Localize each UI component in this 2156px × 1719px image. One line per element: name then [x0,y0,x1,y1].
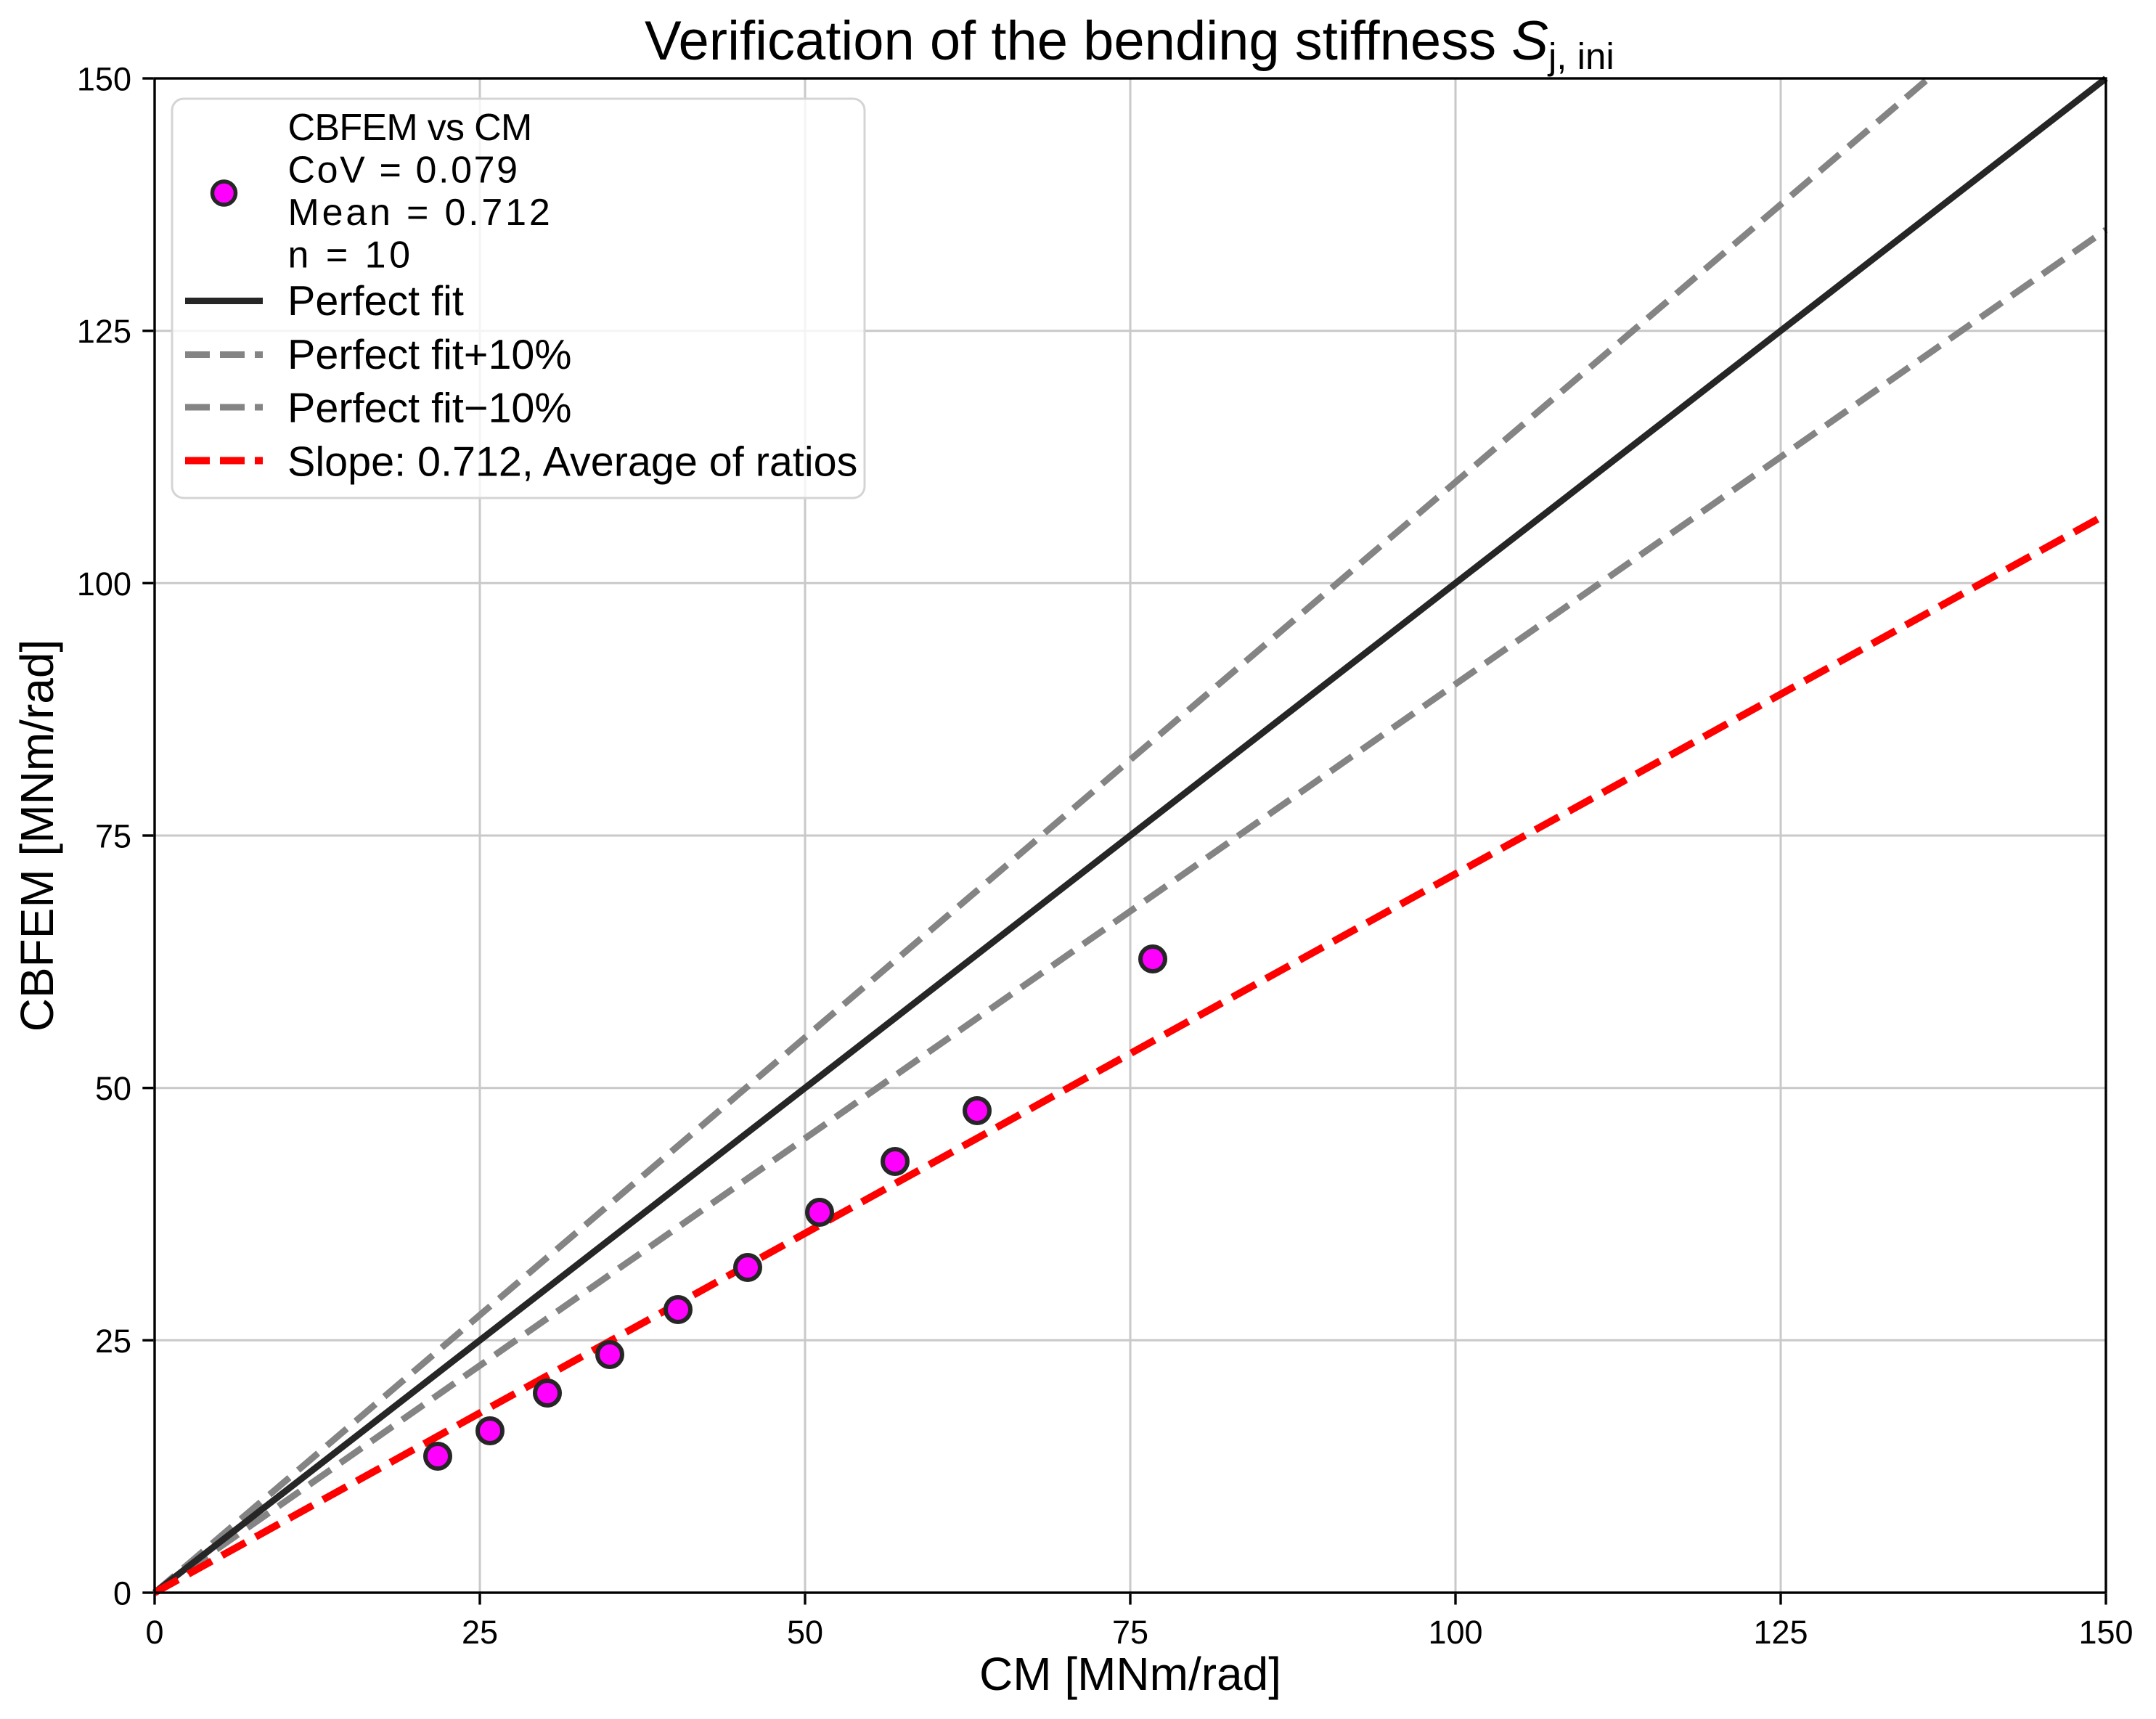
svg-text:CBFEM vs CM: CBFEM vs CM [288,107,532,149]
svg-text:125: 125 [1753,1614,1808,1651]
svg-text:Slope: 0.712, Average of ratio: Slope: 0.712, Average of ratios [287,438,857,485]
svg-text:75: 75 [1112,1614,1148,1651]
svg-text:n = 10: n = 10 [288,234,414,277]
svg-text:CoV = 0.079: CoV = 0.079 [288,150,520,192]
svg-text:0: 0 [145,1614,163,1651]
svg-text:Mean = 0.712: Mean = 0.712 [288,192,553,234]
svg-text:50: 50 [787,1614,823,1651]
svg-text:CM [MNm/rad]: CM [MNm/rad] [979,1648,1281,1700]
svg-text:100: 100 [77,565,131,603]
svg-text:100: 100 [1428,1614,1482,1651]
svg-text:Perfect fit+10%: Perfect fit+10% [287,332,572,378]
svg-text:Verification of the bending st: Verification of the bending stiffness Sj… [645,10,1614,77]
svg-text:25: 25 [95,1323,131,1360]
svg-text:125: 125 [77,313,131,350]
svg-text:CBFEM [MNm/rad]: CBFEM [MNm/rad] [11,640,63,1032]
svg-text:75: 75 [95,818,131,855]
svg-text:Perfect fit−10%: Perfect fit−10% [287,385,572,432]
svg-text:150: 150 [77,61,131,98]
svg-text:Perfect fit: Perfect fit [287,278,464,324]
svg-text:0: 0 [113,1575,131,1612]
svg-text:50: 50 [95,1070,131,1107]
svg-text:150: 150 [2078,1614,2133,1651]
svg-text:25: 25 [462,1614,498,1651]
